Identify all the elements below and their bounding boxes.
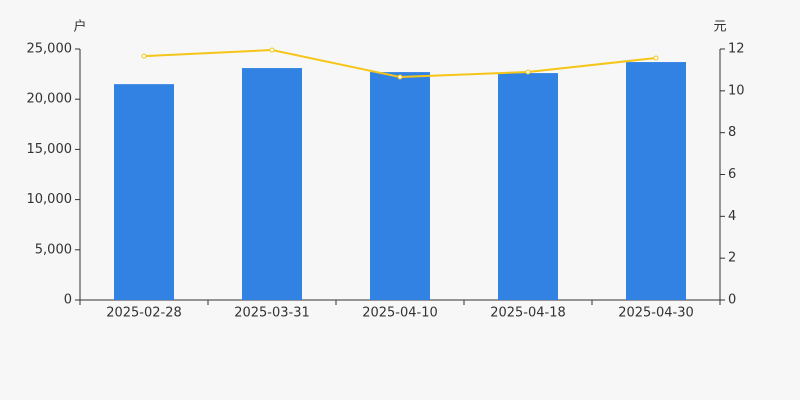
y2-tick-label: 8 bbox=[728, 125, 736, 140]
y2-tick-label: 12 bbox=[728, 42, 745, 57]
y-axis-label: 户 bbox=[73, 19, 86, 35]
y2-tick-label: 6 bbox=[728, 167, 736, 182]
x-tick-label: 2025-04-10 bbox=[362, 306, 438, 321]
line-point bbox=[653, 55, 659, 61]
y-tick-label: 0 bbox=[64, 293, 72, 308]
bar bbox=[626, 62, 686, 300]
bar bbox=[498, 73, 558, 300]
bar bbox=[114, 84, 174, 300]
line-point bbox=[525, 69, 531, 75]
y2-axis-label: 元 bbox=[713, 20, 726, 35]
y-tick-label: 25,000 bbox=[27, 42, 73, 57]
y-tick-label: 5,000 bbox=[35, 242, 72, 257]
line-point bbox=[397, 74, 403, 80]
y-tick-label: 10,000 bbox=[27, 192, 73, 207]
bar bbox=[370, 72, 430, 300]
y2-tick-label: 2 bbox=[728, 251, 736, 266]
x-tick-label: 2025-03-31 bbox=[234, 306, 310, 321]
y-tick-label: 20,000 bbox=[27, 92, 73, 107]
x-tick-label: 2025-04-18 bbox=[490, 306, 566, 321]
line-point bbox=[269, 47, 275, 53]
x-tick-label: 2025-02-28 bbox=[106, 306, 182, 321]
y-tick-label: 15,000 bbox=[27, 142, 73, 157]
line-point bbox=[141, 53, 147, 59]
bar bbox=[242, 68, 302, 301]
y2-tick-label: 4 bbox=[728, 209, 736, 224]
y2-tick-label: 0 bbox=[728, 293, 736, 308]
y2-tick-label: 10 bbox=[728, 83, 745, 98]
x-tick-label: 2025-04-30 bbox=[618, 306, 694, 321]
